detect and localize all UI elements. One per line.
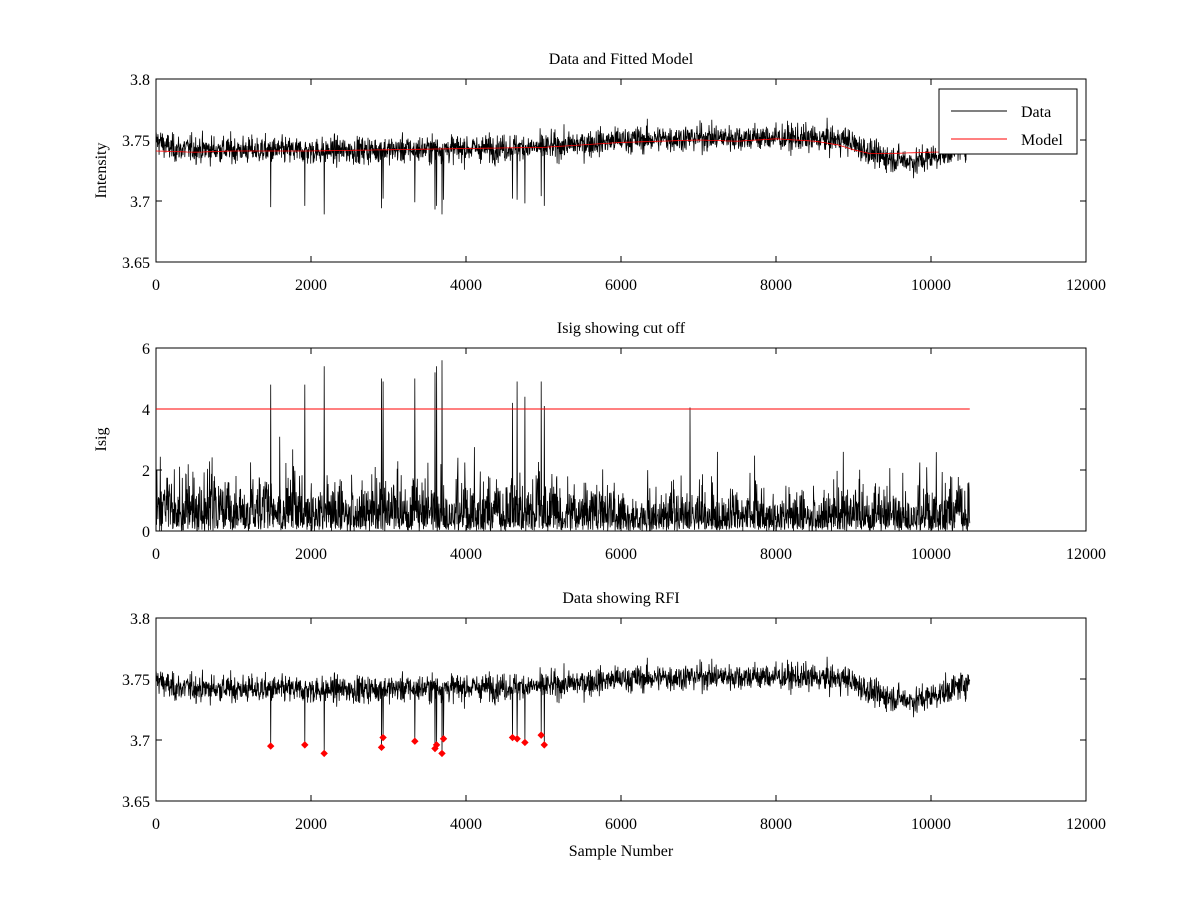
rfi-marker: [438, 749, 446, 758]
x-tick-label: 8000: [760, 277, 792, 294]
rfi-marker: [266, 742, 275, 750]
x-tick-label: 6000: [605, 816, 637, 833]
x-tick-label: 0: [152, 546, 160, 563]
y-axis-label: Isig: [93, 428, 110, 452]
x-tick-label: 6000: [605, 546, 637, 563]
rfi-marker: [537, 731, 545, 739]
series-line-data: [156, 117, 971, 215]
legend-label: Model: [1021, 132, 1063, 149]
chart-title: Isig showing cut off: [557, 320, 686, 337]
y-tick-label: 3.65: [122, 794, 150, 811]
x-tick-label: 12000: [1066, 546, 1106, 563]
plot-area: [155, 617, 1087, 802]
y-tick-label: 3.75: [122, 672, 150, 689]
series-line-data: [156, 656, 971, 754]
y-tick-label: 4: [142, 402, 150, 419]
chart-panel-2: Isig showing cut off Isig 0 2000 4000 6000 800…: [93, 320, 1106, 563]
legend-box: [938, 88, 1078, 155]
rfi-marker: [377, 743, 386, 752]
rfi-marker: [540, 741, 548, 749]
series-line-model: [156, 138, 970, 154]
rfi-marker: [439, 735, 448, 743]
y-tick-label: 3.7: [130, 194, 150, 211]
x-tick-label: 2000: [295, 546, 327, 563]
y-tick-label: 3.7: [130, 733, 150, 750]
chart-title: Data and Fitted Model: [549, 51, 694, 68]
rfi-marker: [320, 749, 328, 758]
x-axis-label: Sample Number: [569, 843, 674, 860]
x-tick-label: 4000: [450, 277, 482, 294]
y-tick-label: 6: [142, 341, 150, 358]
y-tick-label: 3.75: [122, 133, 150, 150]
x-tick-label: 2000: [295, 277, 327, 294]
chart-panel-3: Data showing RFI Sample Number 0 2000 4000 60…: [122, 590, 1106, 860]
rfi-marker: [379, 733, 387, 742]
x-tick-label: 12000: [1066, 277, 1106, 294]
y-tick-label: 0: [142, 524, 150, 541]
y-tick-label: 3.65: [122, 255, 150, 272]
y-tick-label: 2: [142, 463, 150, 480]
y-tick-label: 3.8: [130, 72, 150, 89]
series-line-data: [156, 360, 971, 531]
chart-title: Data showing RFI: [562, 590, 679, 607]
x-tick-label: 0: [152, 277, 160, 294]
legend-label: Data: [1021, 104, 1051, 121]
x-tick-label: 2000: [295, 816, 327, 833]
plot-area: [155, 78, 1087, 263]
plot-content: [156, 656, 971, 758]
x-tick-label: 10000: [911, 277, 951, 294]
rfi-marker: [513, 735, 521, 743]
y-tick-label: 3.8: [130, 611, 150, 628]
rfi-marker: [301, 741, 309, 749]
x-tick-label: 10000: [911, 546, 951, 563]
rfi-marker: [432, 741, 441, 749]
x-tick-label: 8000: [760, 816, 792, 833]
rfi-marker: [411, 737, 419, 745]
x-tick-label: 10000: [911, 816, 951, 833]
x-tick-label: 4000: [450, 816, 482, 833]
y-axis-label: Intensity: [93, 143, 110, 199]
x-tick-label: 8000: [760, 546, 792, 563]
x-tick-label: 12000: [1066, 816, 1106, 833]
x-tick-label: 6000: [605, 277, 637, 294]
x-tick-label: 0: [152, 816, 160, 833]
rfi-marker: [521, 738, 529, 747]
legend: Data Model: [938, 88, 1078, 155]
x-tick-label: 4000: [450, 546, 482, 563]
plot-content: [156, 117, 971, 215]
plot-content: [156, 360, 971, 531]
chart-panel-1: Data and Fitted Model Intensity 0 2000 4000 6…: [93, 51, 1106, 294]
